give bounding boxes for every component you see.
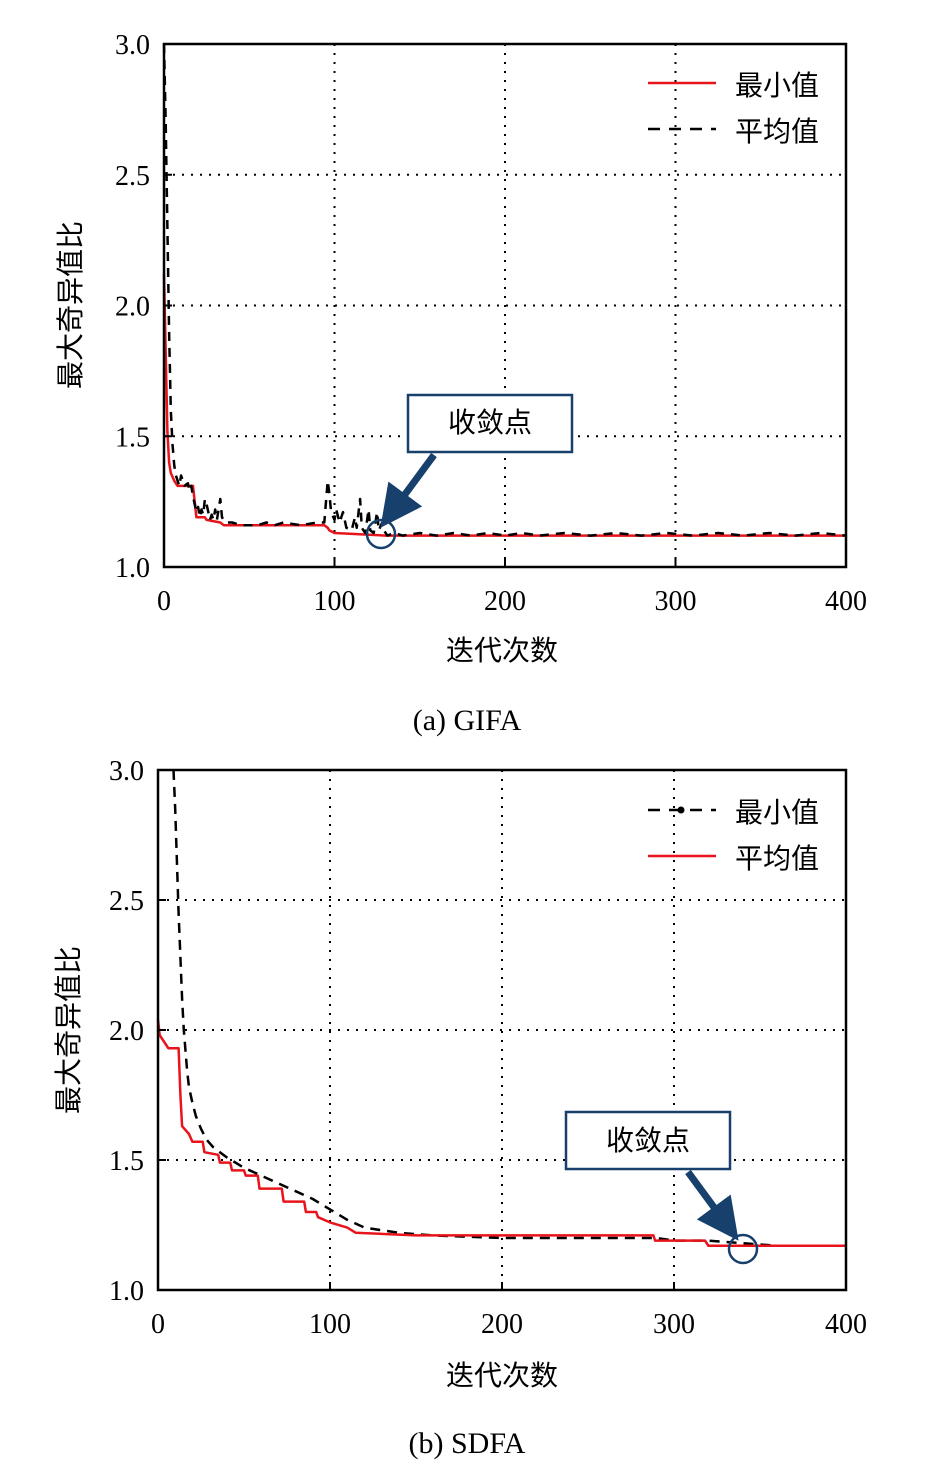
y-tick-label-gifa-4: 3.0 [115,30,150,61]
callout-label-sdfa: 收敛点 [606,1125,690,1157]
series-line-gifa-0 [162,274,846,537]
series-layer-gifa [162,43,847,537]
x-tick-label-sdfa-3: 300 [653,1309,695,1340]
y-tick-label-sdfa-4: 3.0 [109,756,144,787]
x-tick-label-sdfa-4: 400 [825,1309,867,1340]
x-axis-label-gifa: 迭代次数 [446,635,558,667]
legend-sdfa: 最小值 平均值 [648,797,819,875]
convergence-point-marker-gifa [365,518,397,550]
y-tick-label-sdfa-2: 2.0 [109,1016,144,1047]
chart-sdfa: 0 100 200 300 400 1.0 1.5 2.0 2.5 3.0 最小值 平均值 收敛点… [53,756,867,1460]
legend-label-mean-sdfa: 平均值 [735,843,819,875]
grid-sdfa [158,770,846,1290]
legend-label-min-sdfa: 最小值 [735,797,819,829]
ticks-sdfa: 0 100 200 300 400 1.0 1.5 2.0 2.5 3.0 [109,756,867,1340]
callout-arrow-gifa [380,452,437,528]
x-tick-label-gifa-2: 200 [484,586,526,617]
y-tick-label-gifa-3: 2.5 [115,161,150,192]
convergence-point-marker-sdfa [727,1233,759,1265]
callout-box-gifa [406,393,574,454]
callout-label-gifa: 收敛点 [448,407,532,439]
x-tick-label-gifa-1: 100 [314,586,356,617]
series-line-gifa-1 [162,43,847,537]
grid-gifa [164,44,846,567]
callout-box-sdfa [564,1110,732,1171]
callout-gifa: 收敛点 [365,393,574,550]
y-tick-label-gifa-1: 1.5 [115,422,150,453]
callout-arrow-sdfa [685,1169,739,1241]
legend-label-min-gifa: 最小值 [735,70,819,102]
y-axis-label-sdfa: 最大奇异值比 [53,946,85,1114]
chart-gifa: 0 100 200 300 400 1.0 1.5 2.0 2.5 3.0 最小值 平均值 收敛点… [55,30,867,737]
x-tick-label-sdfa-0: 0 [151,1309,165,1340]
caption-gifa: (a) GIFA [413,704,522,737]
legend-marker-min-sdfa [677,806,685,814]
series-layer-sdfa [156,769,846,1248]
y-tick-label-sdfa-3: 2.5 [109,886,144,917]
y-tick-label-gifa-0: 1.0 [115,553,150,584]
y-axis-label-gifa: 最大奇异值比 [55,221,87,389]
x-axis-label-sdfa: 迭代次数 [446,1360,558,1392]
y-tick-label-gifa-2: 2.0 [115,292,150,323]
x-tick-label-gifa-3: 300 [655,586,697,617]
series-line-sdfa-0 [172,769,846,1248]
legend-gifa: 最小值 平均值 [648,70,819,148]
x-tick-label-sdfa-1: 100 [309,1309,351,1340]
x-tick-label-gifa-4: 400 [825,586,867,617]
x-tick-label-gifa-0: 0 [157,586,171,617]
x-tick-label-sdfa-2: 200 [481,1309,523,1340]
y-tick-label-sdfa-1: 1.5 [109,1146,144,1177]
legend-label-mean-gifa: 平均值 [735,116,819,148]
y-tick-label-sdfa-0: 1.0 [109,1276,144,1307]
ticks-gifa: 0 100 200 300 400 1.0 1.5 2.0 2.5 3.0 [115,30,867,617]
callout-sdfa: 收敛点 [564,1110,759,1265]
series-line-sdfa-1 [156,1019,846,1248]
caption-sdfa: (b) SDFA [409,1427,526,1460]
